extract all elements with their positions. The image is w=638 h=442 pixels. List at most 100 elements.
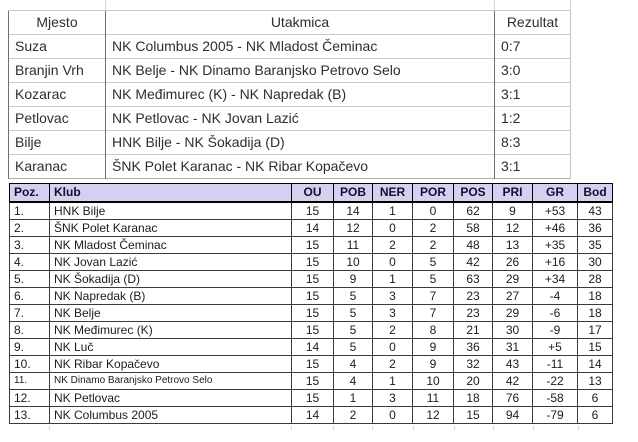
stat-cell-por: 5 [412,253,454,271]
match-cell: HNK Bilje - NK Šokadija (D) [105,130,495,155]
standings-row: 3. NK Mladost Čeminac 15 11 2 2 48 13 +35 35 [9,236,613,254]
club-cell: NK Columbus 2005 [49,406,292,424]
column-header-pob: POB [333,183,373,203]
stat-cell-gr: +16 [532,253,578,271]
gridline-stub [533,426,534,430]
stat-cell-pos: 36 [453,338,493,356]
column-header-gr: GR [532,183,578,203]
results-row: Karanac ŠNK Polet Karanac - NK Ribar Kopa… [8,154,571,179]
position-cell: 10. [9,355,50,373]
match-results-table: Mjesto Utakmica Rezultat Suza NK Columbus… [8,10,571,179]
stat-cell-ou: 14 [291,406,334,424]
stat-cell-pob: 5 [333,304,373,322]
stat-cell-gr: -79 [532,406,578,424]
stat-cell-pri: 13 [492,236,533,254]
stat-cell-por: 9 [412,338,454,356]
stat-cell-ou: 14 [291,219,334,237]
stat-cell-ner: 2 [372,321,413,339]
stat-cell-ou: 14 [291,338,334,356]
stat-cell-ner: 0 [372,253,413,271]
stat-cell-pri: 26 [492,253,533,271]
gridline-stub [413,426,414,430]
position-cell: 13. [9,406,50,424]
stat-cell-pos: 18 [453,389,493,407]
place-cell: Branjin Vrh [8,58,106,83]
standings-header-row: Poz. Klub OU POB NER POR POS PRI GR Bod [9,183,613,203]
stat-cell-ner: 1 [372,270,413,288]
stat-cell-por: 7 [412,287,454,305]
club-cell: NK Ribar Kopačevo [49,355,292,373]
gridline-stub [333,426,334,430]
stat-cell-pob: 5 [333,338,373,356]
standings-row: 11. NK Dinamo Baranjsko Petrovo Selo 15 4 1 1… [9,372,613,390]
club-cell: NK Mladost Čeminac [49,236,292,254]
club-cell: NK Jovan Lazić [49,253,292,271]
match-cell: NK Međimurec (K) - NK Napredak (B) [105,82,495,107]
stat-cell-gr: -11 [532,355,578,373]
stat-cell-pri: 29 [492,304,533,322]
stat-cell-gr: -58 [532,389,578,407]
position-cell: 5. [9,270,50,288]
stat-cell-gr: +46 [532,219,578,237]
stat-cell-por: 11 [412,389,454,407]
results-row: Bilje HNK Bilje - NK Šokadija (D) 8:3 [8,130,571,155]
stat-cell-ou: 15 [291,372,334,390]
stat-cell-ner: 2 [372,236,413,254]
stat-cell-pos: 23 [453,287,493,305]
standings-row: 8. NK Međimurec (K) 15 5 2 8 21 30 -9 17 [9,321,613,339]
stat-cell-pob: 14 [333,201,373,220]
place-cell: Suza [8,34,106,59]
stat-cell-ner: 3 [372,287,413,305]
stat-cell-pri: 31 [492,338,533,356]
stat-cell-pri: 42 [492,372,533,390]
stat-cell-pri: 9 [492,201,533,220]
stat-cell-pos: 20 [453,372,493,390]
position-cell: 4. [9,253,50,271]
stat-cell-por: 8 [412,321,454,339]
club-cell: NK Napredak (B) [49,287,292,305]
stat-cell-ou: 15 [291,270,334,288]
stat-cell-pob: 9 [333,270,373,288]
stat-cell-ou: 15 [291,253,334,271]
place-cell: Bilje [8,130,106,155]
column-header-rezultat: Rezultat [494,10,571,35]
position-cell: 7. [9,304,50,322]
stat-cell-por: 12 [412,406,454,424]
stat-cell-pob: 5 [333,321,373,339]
stat-cell-gr: +35 [532,236,578,254]
club-cell: NK Luč [49,338,292,356]
club-cell: NK Belje [49,304,292,322]
stat-cell-ou: 15 [291,236,334,254]
column-header-bod: Bod [577,183,613,203]
place-cell: Karanac [8,154,106,179]
stat-cell-pos: 32 [453,355,493,373]
stat-cell-gr: -4 [532,287,578,305]
position-cell: 1. [9,201,50,220]
results-row: Branjin Vrh NK Belje - NK Dinamo Baranjsk… [8,58,571,83]
standings-row: 4. NK Jovan Lazić 15 10 0 5 42 26 +16 30 [9,253,613,271]
stat-cell-gr: -9 [532,321,578,339]
stat-cell-pri: 29 [492,270,533,288]
results-row: Petlovac NK Petlovac - NK Jovan Lazić 1:2 [8,106,571,131]
stat-cell-ner: 1 [372,201,413,220]
position-cell: 12. [9,389,50,407]
stat-cell-pob: 4 [333,355,373,373]
gridline-stub [291,426,292,430]
stat-cell-pob: 5 [333,287,373,305]
stat-cell-pob: 10 [333,253,373,271]
standings-row: 9. NK Luč 14 5 0 9 36 31 +5 15 [9,338,613,356]
stat-cell-pos: 23 [453,304,493,322]
column-header-ner: NER [372,183,413,203]
stat-cell-gr: -22 [532,372,578,390]
stat-cell-ou: 15 [291,201,334,220]
column-header-por: POR [412,183,454,203]
match-cell: NK Columbus 2005 - NK Mladost Čeminac [105,34,495,59]
position-cell: 6. [9,287,50,305]
club-cell: NK Međimurec (K) [49,321,292,339]
stat-cell-ner: 3 [372,304,413,322]
stat-cell-pri: 27 [492,287,533,305]
results-row: Kozarac NK Međimurec (K) - NK Napredak (B… [8,82,571,107]
club-cell: HNK Bilje [49,201,292,220]
score-cell: 3:1 [494,82,571,107]
results-row: Suza NK Columbus 2005 - NK Mladost Čemina… [8,34,571,59]
